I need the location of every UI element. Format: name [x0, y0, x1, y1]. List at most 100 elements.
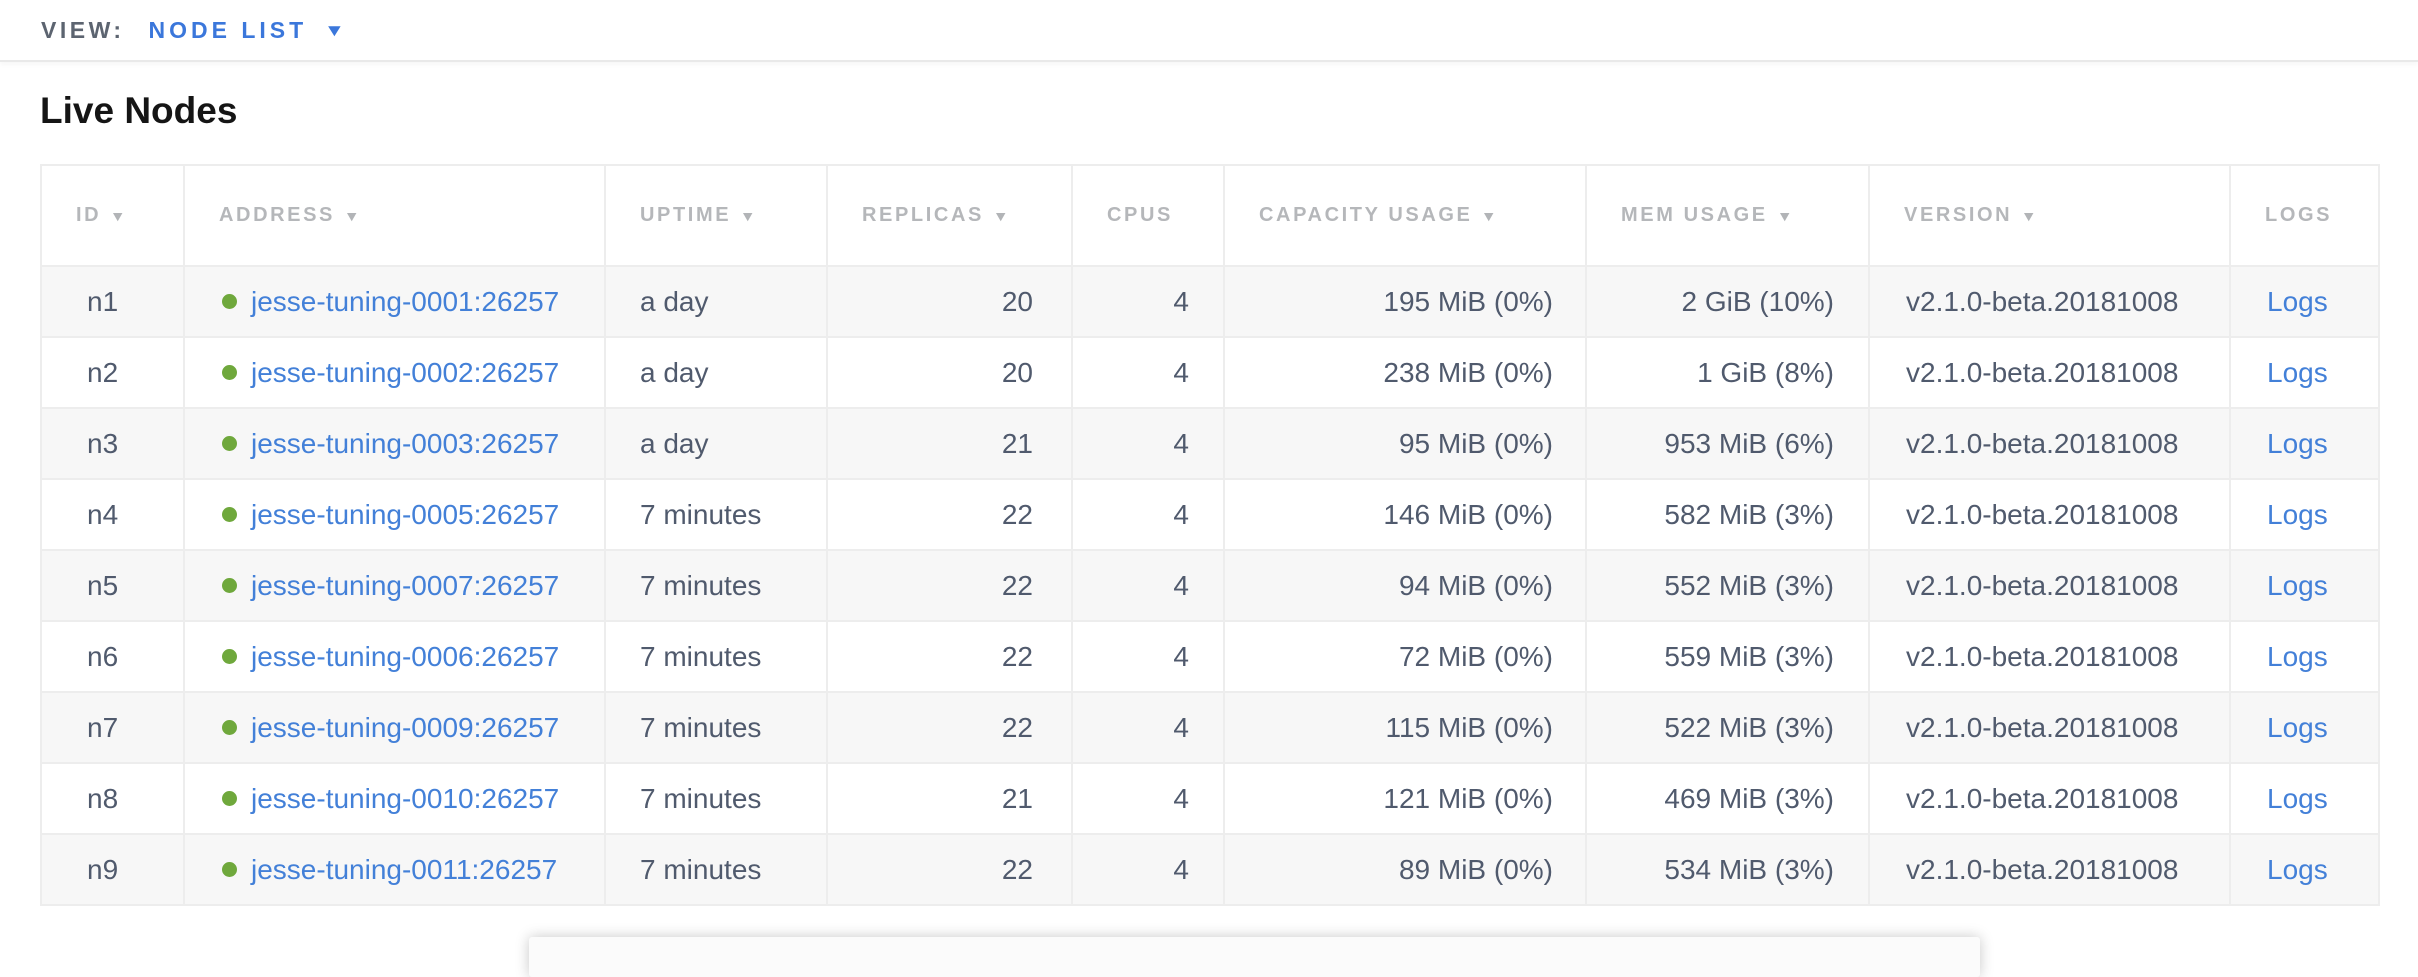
cell-mem: 469 MiB (3%)	[1585, 762, 1870, 835]
cell-mem: 559 MiB (3%)	[1585, 620, 1870, 693]
cell-replicas: 22	[826, 691, 1073, 764]
live-status-dot-icon	[222, 861, 237, 877]
logs-link[interactable]: Logs	[2267, 427, 2328, 459]
cell-address: jesse-tuning-0005:26257	[183, 478, 606, 551]
cell-uptime: a day	[604, 407, 828, 480]
node-address-link[interactable]: jesse-tuning-0005:26257	[251, 498, 560, 530]
logs-link[interactable]: Logs	[2267, 285, 2328, 317]
cell-id: n4	[40, 478, 185, 551]
logs-link[interactable]: Logs	[2267, 569, 2328, 601]
cell-id: n3	[40, 407, 185, 480]
cell-version: v2.1.0-beta.20181008	[1868, 691, 2231, 764]
cell-capacity: 146 MiB (0%)	[1223, 478, 1587, 551]
logs-link[interactable]: Logs	[2267, 640, 2328, 672]
live-nodes-table: ID ▼ ADDRESS ▼ UPTIME ▼ REPLICAS ▼ CPUS CAPACITY …	[40, 164, 2380, 906]
node-address-link[interactable]: jesse-tuning-0007:26257	[251, 569, 560, 601]
cell-address: jesse-tuning-0006:26257	[183, 620, 606, 693]
node-row-n8: n8 jesse-tuning-0010:26257 7 minutes 21 4 121…	[40, 762, 2380, 835]
cell-mem: 2 GiB (10%)	[1585, 265, 1870, 338]
node-address-link[interactable]: jesse-tuning-0010:26257	[251, 782, 560, 814]
cell-replicas: 21	[826, 762, 1073, 835]
column-header-mem[interactable]: MEM USAGE ▼	[1585, 164, 1870, 267]
view-label: VIEW:	[41, 16, 125, 43]
live-status-dot-icon	[222, 719, 237, 735]
cell-uptime: a day	[604, 336, 828, 409]
cell-cpus: 4	[1071, 833, 1225, 906]
node-address-link[interactable]: jesse-tuning-0011:26257	[251, 853, 558, 885]
column-header-uptime[interactable]: UPTIME ▼	[604, 164, 828, 267]
cell-uptime: 7 minutes	[604, 833, 828, 906]
cell-uptime: 7 minutes	[604, 620, 828, 693]
column-header-logs: LOGS	[2229, 164, 2380, 267]
node-address-link[interactable]: jesse-tuning-0009:26257	[251, 711, 560, 743]
column-header-label: VERSION	[1904, 204, 2013, 226]
column-header-label: LOGS	[2265, 204, 2333, 226]
column-header-address[interactable]: ADDRESS ▼	[183, 164, 606, 267]
live-status-dot-icon	[222, 577, 237, 593]
cell-logs: Logs	[2229, 407, 2380, 480]
sort-desc-icon: ▼	[992, 208, 1012, 224]
cell-id: n7	[40, 691, 185, 764]
node-address-link[interactable]: jesse-tuning-0002:26257	[251, 356, 560, 388]
cell-logs: Logs	[2229, 833, 2380, 906]
node-address-link[interactable]: jesse-tuning-0003:26257	[251, 427, 560, 459]
sort-desc-icon: ▼	[343, 208, 363, 224]
cell-address: jesse-tuning-0009:26257	[183, 691, 606, 764]
column-header-id[interactable]: ID ▼	[40, 164, 185, 267]
table-body: n1 jesse-tuning-0001:26257 a day 20 4 195 MiB…	[40, 265, 2380, 906]
view-bar: VIEW: NODE LIST ▼	[0, 0, 2418, 62]
view-selected-value: NODE LIST	[148, 16, 308, 43]
sort-desc-icon: ▼	[1481, 208, 1501, 224]
cell-mem: 552 MiB (3%)	[1585, 549, 1870, 622]
cell-mem: 953 MiB (6%)	[1585, 407, 1870, 480]
cell-replicas: 22	[826, 620, 1073, 693]
cell-replicas: 22	[826, 478, 1073, 551]
cell-address: jesse-tuning-0007:26257	[183, 549, 606, 622]
logs-link[interactable]: Logs	[2267, 782, 2328, 814]
column-header-label: MEM USAGE	[1621, 204, 1768, 226]
cell-replicas: 20	[826, 336, 1073, 409]
cell-version: v2.1.0-beta.20181008	[1868, 549, 2231, 622]
cell-logs: Logs	[2229, 336, 2380, 409]
cell-id: n8	[40, 762, 185, 835]
cell-capacity: 121 MiB (0%)	[1223, 762, 1587, 835]
column-header-label: ADDRESS	[219, 204, 335, 226]
column-header-label: REPLICAS	[862, 204, 984, 226]
logs-link[interactable]: Logs	[2267, 711, 2328, 743]
cell-cpus: 4	[1071, 762, 1225, 835]
cell-uptime: 7 minutes	[604, 762, 828, 835]
node-address-link[interactable]: jesse-tuning-0001:26257	[251, 285, 560, 317]
table-header-row: ID ▼ ADDRESS ▼ UPTIME ▼ REPLICAS ▼ CPUS CAPACITY …	[40, 164, 2380, 267]
cell-address: jesse-tuning-0001:26257	[183, 265, 606, 338]
column-header-capacity[interactable]: CAPACITY USAGE ▼	[1223, 164, 1587, 267]
next-section-card-edge	[529, 937, 1980, 977]
cell-capacity: 72 MiB (0%)	[1223, 620, 1587, 693]
cell-id: n6	[40, 620, 185, 693]
cell-version: v2.1.0-beta.20181008	[1868, 762, 2231, 835]
caret-down-icon: ▼	[324, 21, 346, 40]
node-address-link[interactable]: jesse-tuning-0006:26257	[251, 640, 560, 672]
cell-address: jesse-tuning-0010:26257	[183, 762, 606, 835]
logs-link[interactable]: Logs	[2267, 853, 2328, 885]
node-row-n4: n4 jesse-tuning-0005:26257 7 minutes 22 4 146…	[40, 478, 2380, 551]
logs-link[interactable]: Logs	[2267, 356, 2328, 388]
column-header-version[interactable]: VERSION ▼	[1868, 164, 2231, 267]
sort-desc-icon: ▼	[1776, 208, 1796, 224]
cell-capacity: 95 MiB (0%)	[1223, 407, 1587, 480]
cell-uptime: 7 minutes	[604, 549, 828, 622]
cell-version: v2.1.0-beta.20181008	[1868, 336, 2231, 409]
column-header-replicas[interactable]: REPLICAS ▼	[826, 164, 1073, 267]
cell-uptime: 7 minutes	[604, 691, 828, 764]
sort-desc-icon: ▼	[739, 208, 759, 224]
cell-id: n1	[40, 265, 185, 338]
cell-mem: 534 MiB (3%)	[1585, 833, 1870, 906]
cell-capacity: 195 MiB (0%)	[1223, 265, 1587, 338]
view-selector-dropdown[interactable]: NODE LIST ▼	[148, 16, 346, 44]
node-row-n6: n6 jesse-tuning-0006:26257 7 minutes 22 4 72 …	[40, 620, 2380, 693]
cell-replicas: 22	[826, 549, 1073, 622]
logs-link[interactable]: Logs	[2267, 498, 2328, 530]
cell-id: n5	[40, 549, 185, 622]
cell-mem: 522 MiB (3%)	[1585, 691, 1870, 764]
cell-capacity: 89 MiB (0%)	[1223, 833, 1587, 906]
live-status-dot-icon	[222, 790, 237, 806]
